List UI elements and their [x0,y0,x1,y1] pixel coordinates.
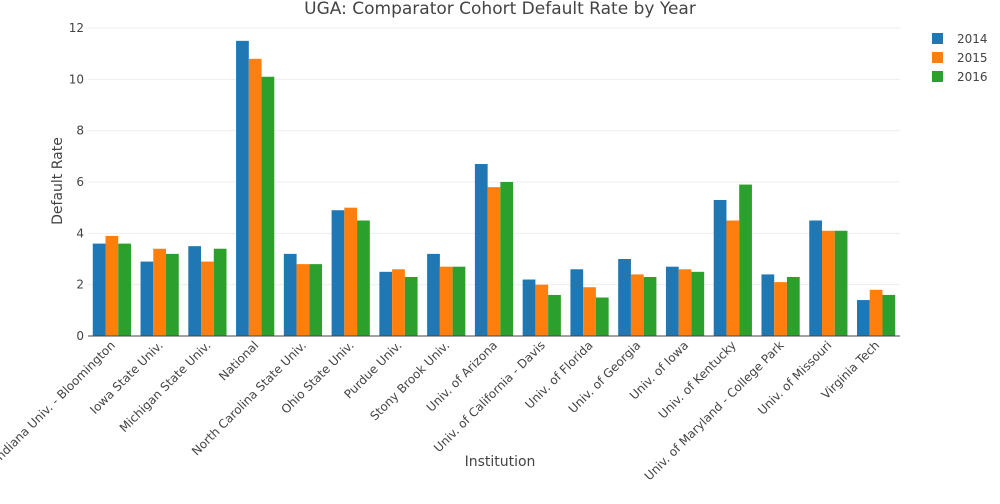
bar-2016-14[interactable] [786,276,800,336]
legend-swatch-2015[interactable] [932,52,943,63]
x-tick-label: Stony Brook Univ. [367,338,452,423]
bar-2016-1[interactable] [166,253,179,336]
bar-2014-5[interactable] [331,210,345,336]
bar-2016-10[interactable] [595,297,609,337]
legend-swatch-2016[interactable] [932,71,943,82]
bar-2016-11[interactable] [643,276,657,336]
bar-2015-16[interactable] [869,289,883,336]
y-tick-label: 8 [76,124,84,138]
bar-2014-8[interactable] [474,164,488,336]
bar-2016-4[interactable] [309,264,323,336]
bar-2015-1[interactable] [153,248,167,336]
bar-2014-14[interactable] [761,274,775,336]
bar-2014-12[interactable] [665,266,679,336]
y-tick-label: 4 [76,226,84,240]
bar-2015-9[interactable] [535,284,549,336]
bar-2015-5[interactable] [344,207,358,336]
bar-2014-1[interactable] [140,261,154,336]
bar-2015-6[interactable] [392,269,405,336]
y-axis-title: Default Rate [50,137,66,225]
bar-2014-0[interactable] [92,243,106,336]
bar-2016-8[interactable] [500,182,514,336]
bar-2016-15[interactable] [834,230,848,336]
bar-2016-3[interactable] [261,76,275,337]
bar-2016-12[interactable] [691,271,705,336]
bar-2015-15[interactable] [821,230,835,336]
bar-2014-16[interactable] [857,300,870,336]
y-tick-label: 6 [76,175,84,189]
legend-label-2016[interactable]: 2016 [957,70,988,84]
bars-layer [92,40,896,337]
y-tick-label: 10 [69,72,84,86]
bar-2014-10[interactable] [570,269,584,336]
x-axis-title: Institution [465,454,536,470]
bar-2014-11[interactable] [618,259,631,336]
bar-2014-3[interactable] [236,40,249,336]
bar-2016-5[interactable] [357,220,370,337]
bar-2015-14[interactable] [774,282,787,336]
bar-2015-12[interactable] [678,269,692,336]
bar-2015-8[interactable] [487,187,501,336]
bar-2014-9[interactable] [522,279,536,336]
legend-swatch-2014[interactable] [932,33,943,44]
bar-2014-13[interactable] [713,199,727,336]
bar-2016-6[interactable] [404,276,418,336]
y-tick-label: 0 [76,329,84,343]
y-tick-label: 12 [69,21,84,35]
bar-2014-7[interactable] [427,253,440,336]
legend-label-2014[interactable]: 2014 [957,32,988,46]
bar-2015-13[interactable] [726,220,740,337]
bar-2016-2[interactable] [213,248,227,336]
bar-2014-4[interactable] [283,253,297,336]
x-tick-label: Michigan State Univ. [117,338,214,435]
bar-2016-7[interactable] [452,266,466,336]
bar-2015-4[interactable] [296,264,310,336]
bar-2015-11[interactable] [630,274,644,336]
bar-2014-2[interactable] [188,246,202,336]
bar-2014-6[interactable] [379,271,393,336]
bar-2015-2[interactable] [201,261,214,336]
legend-label-2015[interactable]: 2015 [957,51,988,65]
y-tick-label: 2 [76,278,84,292]
bar-2015-7[interactable] [439,266,453,336]
bar-2016-0[interactable] [118,243,131,336]
x-tick-label: National [216,338,261,383]
bar-2015-0[interactable] [105,235,119,336]
legend: 2014 2015 2016 [932,32,988,84]
bar-2016-9[interactable] [548,294,561,336]
bar-2016-16[interactable] [882,294,896,336]
bar-2014-15[interactable] [809,220,822,337]
bar-2015-3[interactable] [248,58,262,337]
bar-2015-10[interactable] [583,287,596,336]
chart-title: UGA: Comparator Cohort Default Rate by Y… [304,0,696,19]
bar-2016-13[interactable] [739,184,752,336]
